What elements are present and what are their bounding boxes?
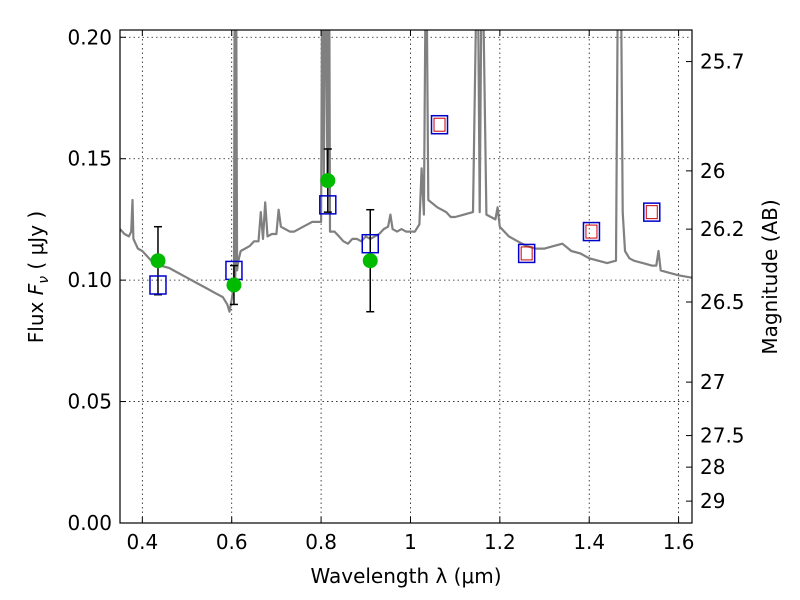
y-tick-label: 0.05	[67, 390, 112, 414]
y-axis-title: Flux Fν ( μJy )	[24, 211, 52, 343]
y-axis-title-subscript: ν	[36, 276, 52, 284]
y-tick-label: 0.00	[67, 511, 112, 535]
y2-tick-label: 26	[700, 159, 725, 183]
plot-data	[120, 30, 692, 313]
y2-tick-label: 25.7	[700, 50, 745, 74]
x-tick-label: 1	[404, 530, 417, 554]
model-photometry-box	[361, 233, 379, 254]
model-inner-box	[645, 205, 658, 220]
x-tick-label: 0.4	[126, 530, 158, 554]
secondary-y-axis-title: Magnitude (AB)	[758, 199, 782, 354]
model-photometry-box	[643, 202, 661, 222]
y2-tick-label: 26.5	[700, 290, 745, 314]
model-inner-box	[433, 117, 446, 132]
y2-tick-label: 27	[700, 370, 725, 394]
model-photometry-box	[582, 221, 601, 242]
model-inner-box	[585, 224, 598, 239]
y-axis-title-prefix: Flux	[24, 295, 48, 343]
x-tick-label: 1.6	[663, 530, 695, 554]
plot-frame	[119, 29, 693, 524]
x-tick-label: 1.2	[484, 530, 516, 554]
x-tick-label: 1.4	[573, 530, 605, 554]
axis-ticks: 0.4 0.6 0.8 1 1.2 1.4 1.6 0.00 0.05 0.10 0.15 0.20 2…	[67, 25, 744, 554]
model-photometry-box	[149, 275, 167, 295]
y-axis-title-unit: ( μJy )	[24, 211, 48, 276]
model-photometry-box	[517, 243, 536, 264]
model-inner-box	[520, 246, 533, 261]
observed-point	[150, 253, 166, 269]
x-tick-label: 0.8	[305, 530, 337, 554]
y-tick-label: 0.15	[67, 147, 112, 171]
y2-tick-label: 28	[700, 455, 725, 479]
y2-tick-label: 29	[700, 489, 725, 513]
y-axis-title-variable: F	[24, 283, 48, 295]
y2-tick-label: 26.2	[700, 217, 745, 241]
observed-point	[320, 173, 336, 189]
model-photometry-box	[319, 195, 337, 215]
x-tick-label: 0.6	[216, 530, 248, 554]
y-tick-label: 0.10	[67, 268, 112, 292]
model-photometry-box	[430, 114, 449, 135]
observed-point	[226, 277, 242, 293]
y2-tick-label: 27.5	[700, 424, 745, 448]
y-tick-label: 0.20	[67, 25, 112, 49]
observed-point	[362, 253, 378, 269]
x-axis-title: Wavelength λ (μm)	[310, 564, 501, 588]
